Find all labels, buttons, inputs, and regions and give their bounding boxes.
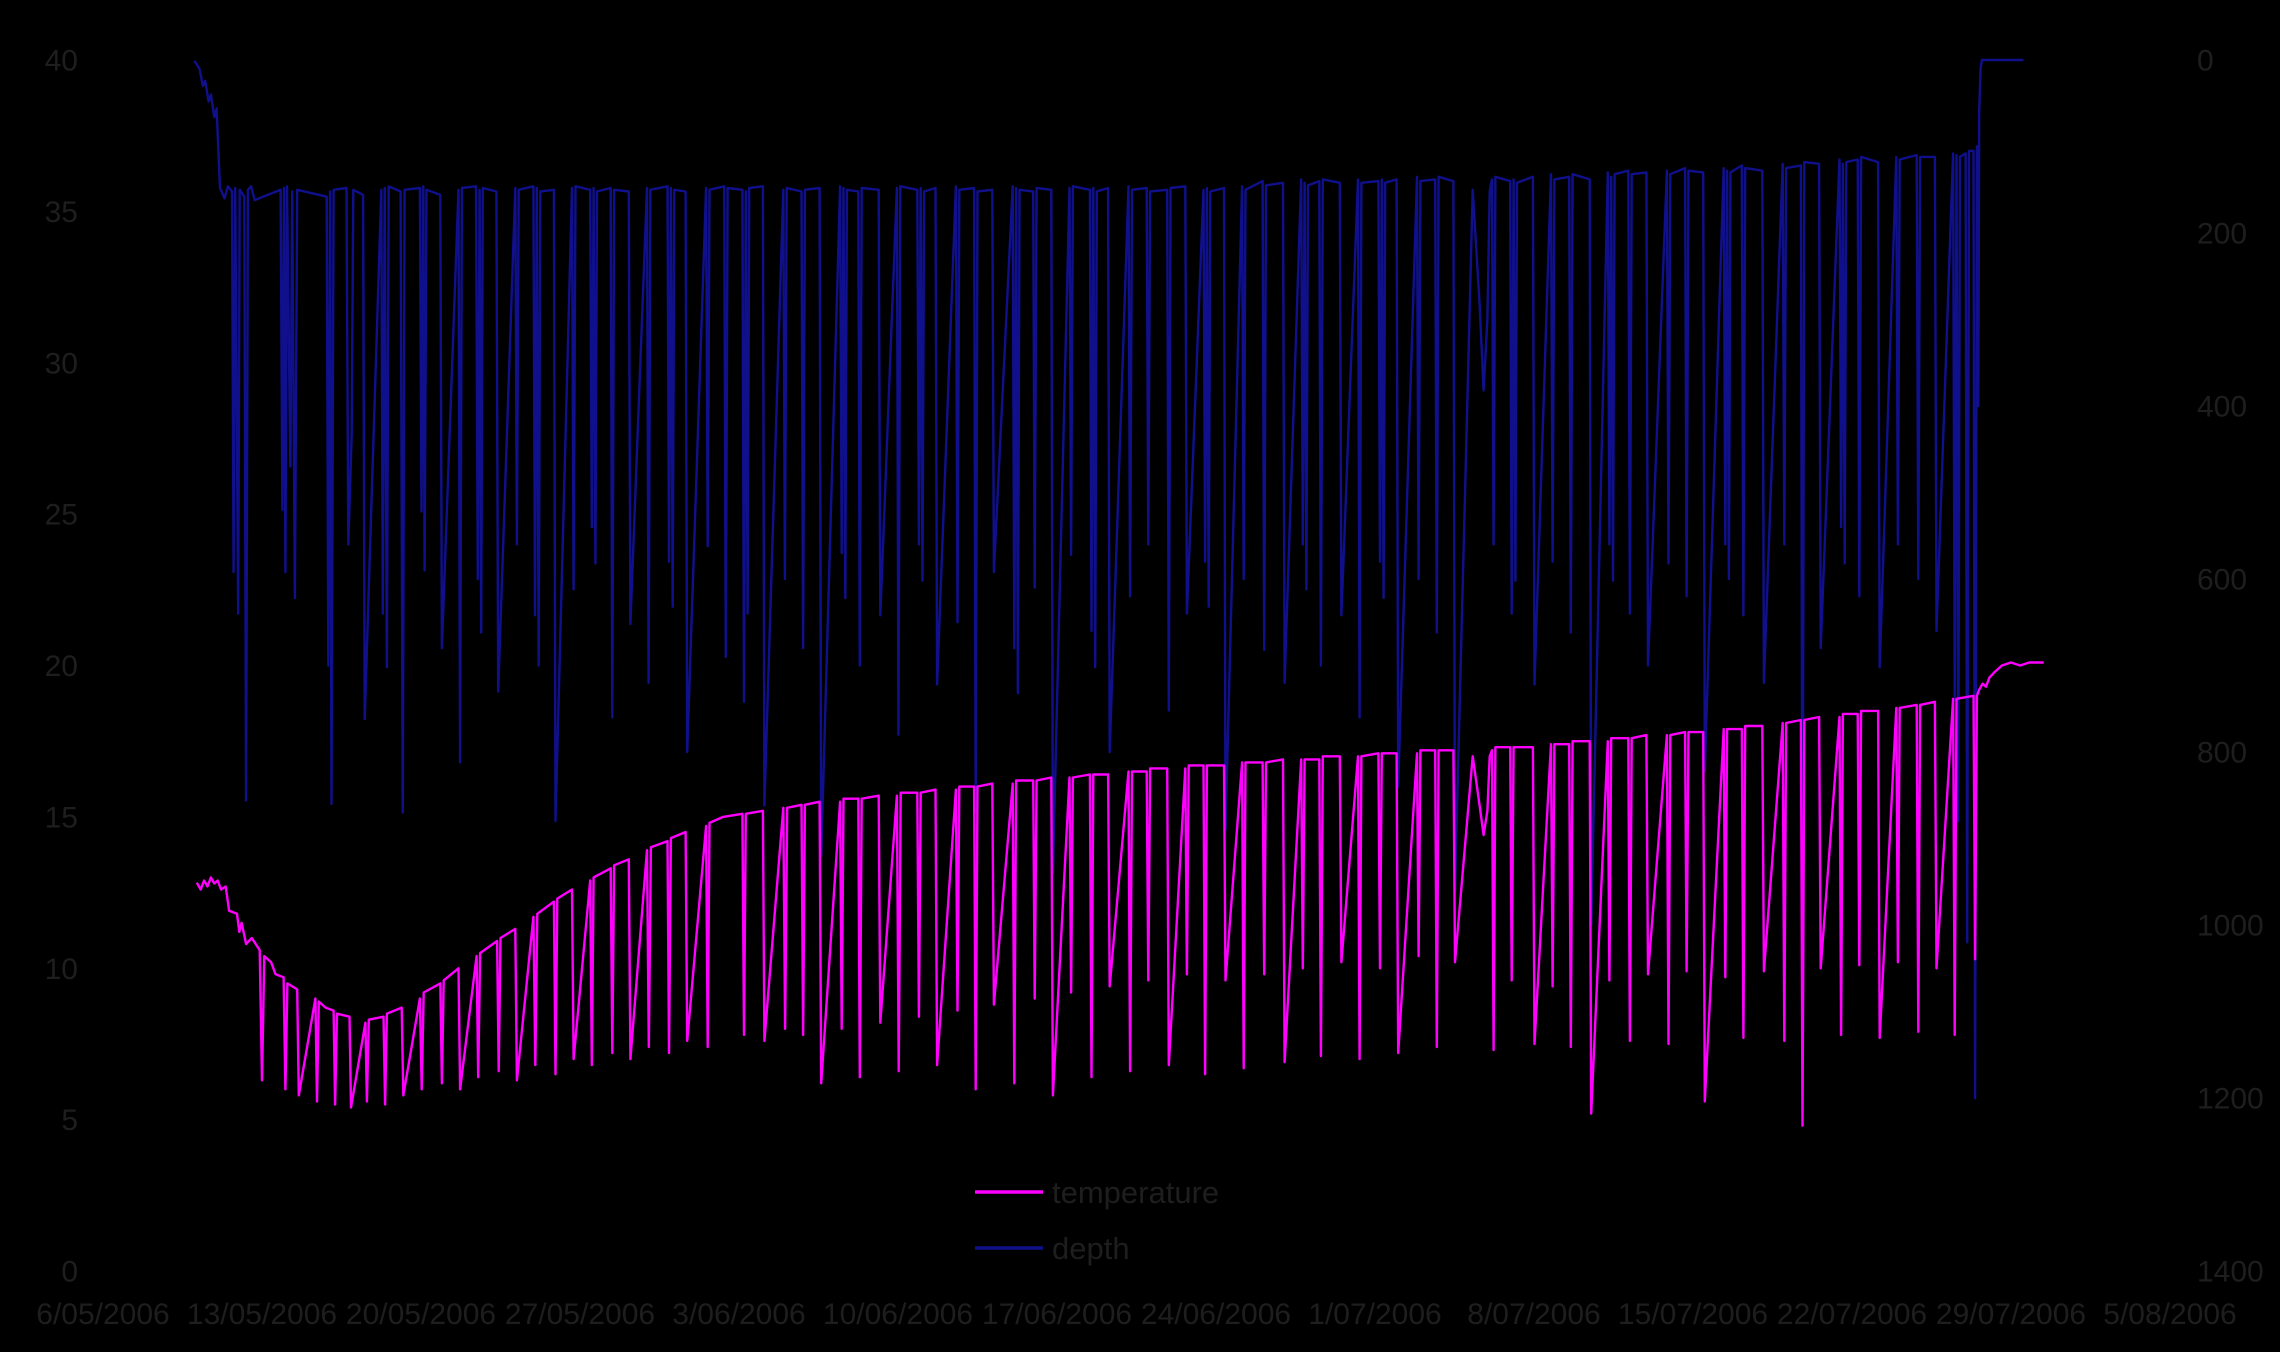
y-left-tick-label: 30 [45,347,78,380]
y-left-tick-label: 0 [61,1256,78,1289]
x-tick-label: 5/08/2006 [2103,1298,2236,1331]
y-right-tick-label: 400 [2197,391,2247,424]
series-lines [193,58,2045,1127]
x-tick-label: 22/07/2006 [1777,1298,1927,1331]
x-tick-label: 17/06/2006 [982,1298,1132,1331]
y-right-tick-label: 200 [2197,218,2247,251]
y-axis-left-tick-labels: 40 35 30 25 20 15 10 5 0 [45,45,78,1289]
x-tick-label: 6/05/2006 [36,1298,169,1331]
y-right-tick-label: 600 [2197,564,2247,597]
x-tick-label: 8/07/2006 [1467,1298,1600,1331]
x-axis-tick-labels: 6/05/2006 13/05/2006 20/05/2006 27/05/2006 3… [36,1298,2236,1331]
y-right-tick-label: 1000 [2197,910,2264,943]
x-tick-label: 10/06/2006 [823,1298,973,1331]
x-tick-label: 27/05/2006 [505,1298,655,1331]
y-left-tick-label: 25 [45,499,78,532]
y-left-tick-label: 20 [45,650,78,683]
x-tick-label: 1/07/2006 [1308,1298,1441,1331]
legend-label-temperature: temperature [1052,1175,1219,1210]
y-left-tick-label: 35 [45,196,78,229]
y-right-tick-label: 1200 [2197,1083,2264,1116]
legend: temperature depth [975,1175,1219,1266]
y-right-tick-label: 1400 [2197,1256,2264,1289]
y-left-tick-label: 40 [45,45,78,78]
y-right-tick-label: 0 [2197,45,2214,78]
x-tick-label: 13/05/2006 [187,1298,337,1331]
y-left-tick-label: 10 [45,953,78,986]
x-tick-label: 3/06/2006 [672,1298,805,1331]
x-tick-label: 15/07/2006 [1618,1298,1768,1331]
y-right-tick-label: 800 [2197,737,2247,770]
x-tick-label: 29/07/2006 [1936,1298,2086,1331]
x-tick-label: 20/05/2006 [346,1298,496,1331]
x-tick-label: 24/06/2006 [1141,1298,1291,1331]
y-left-tick-label: 15 [45,801,78,834]
y-left-tick-label: 5 [61,1104,78,1137]
legend-label-depth: depth [1052,1231,1130,1266]
series-line-temperature [196,661,2045,1127]
y-axis-right-tick-labels: 0 200 400 600 800 1000 1200 1400 [2197,45,2264,1289]
